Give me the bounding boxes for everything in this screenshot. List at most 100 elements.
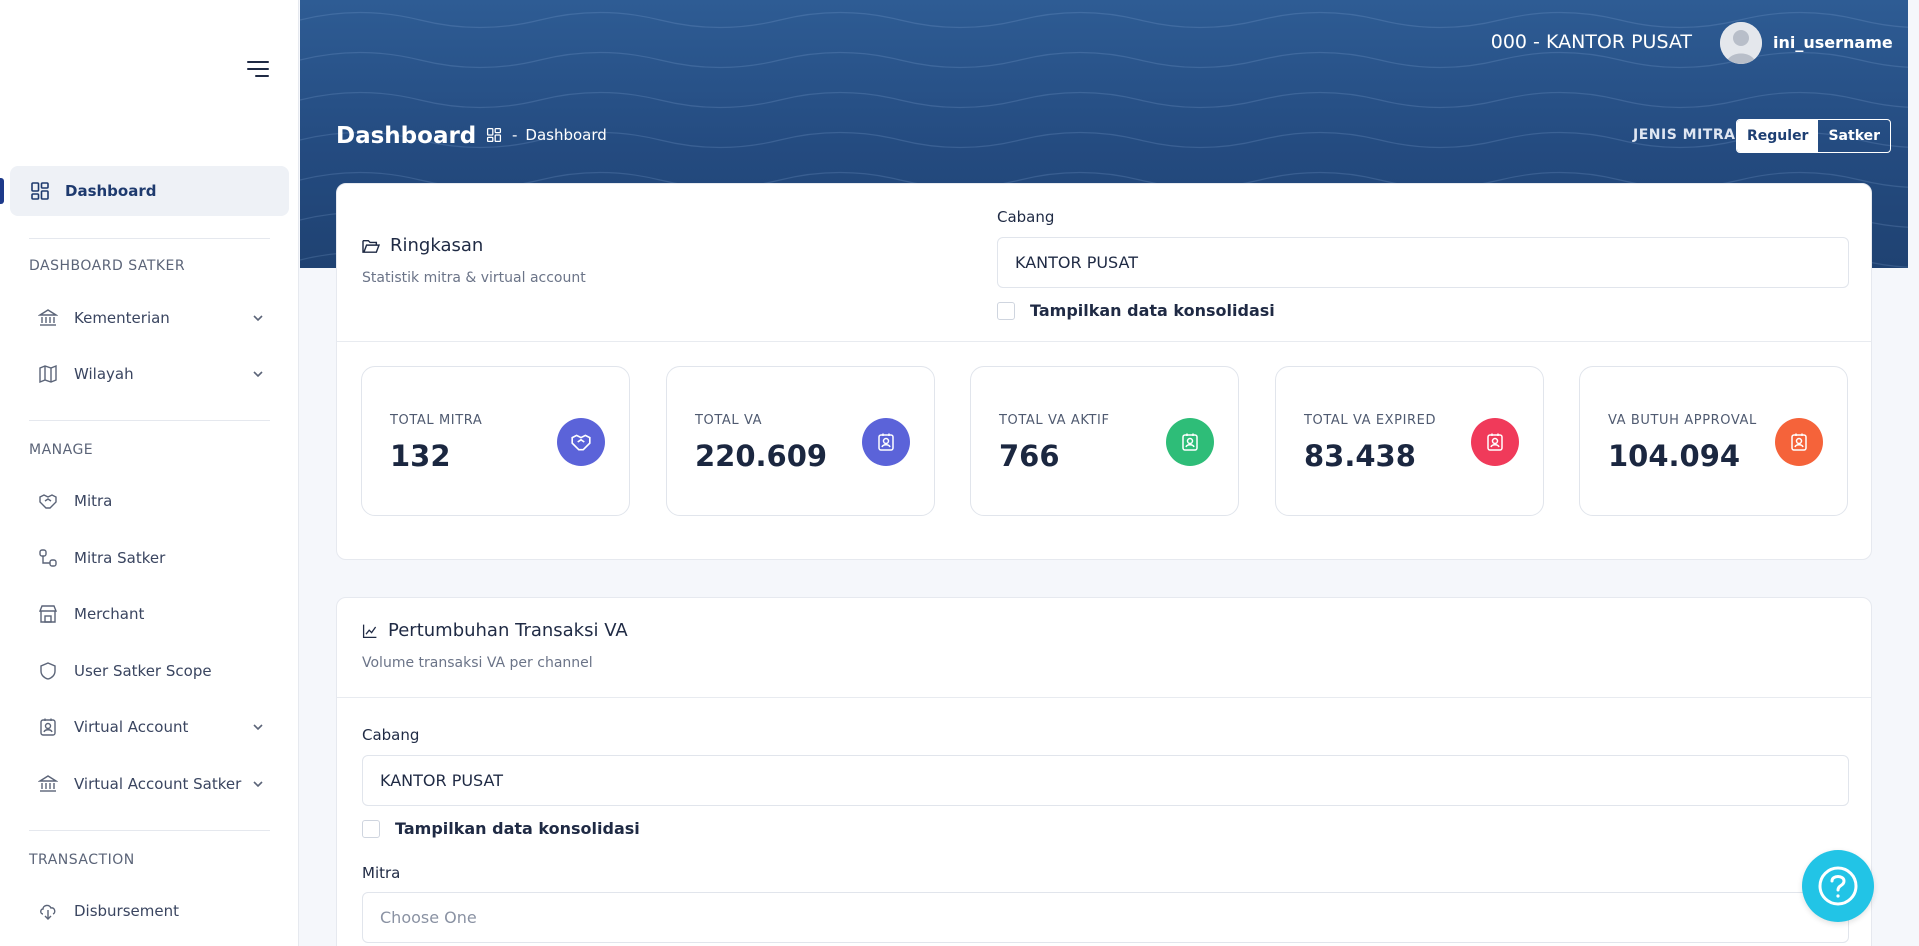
stat-value: 766 bbox=[999, 439, 1060, 473]
dashboard-grid-icon bbox=[31, 182, 49, 200]
pertumbuhan-cabang-select[interactable]: KANTOR PUSAT bbox=[362, 755, 1849, 806]
sidebar-item-mitra-satker[interactable]: Mitra Satker bbox=[38, 543, 278, 573]
link-nodes-icon bbox=[39, 549, 57, 567]
sidebar-item-label: Virtual Account Satker bbox=[74, 775, 242, 793]
chevron-down-icon bbox=[253, 724, 263, 731]
handshake-icon bbox=[39, 494, 57, 509]
sidebar-item-virtual-account-satker[interactable]: Virtual Account Satker bbox=[38, 769, 278, 799]
org-name: 000 - KANTOR PUSAT bbox=[1490, 31, 1692, 53]
id-card-icon bbox=[1487, 433, 1503, 451]
stat-badge bbox=[557, 418, 605, 466]
stat-badge bbox=[1775, 418, 1823, 466]
sidebar-item-label: Mitra Satker bbox=[74, 549, 166, 567]
cabang-select-value: KANTOR PUSAT bbox=[1015, 253, 1138, 272]
menu-toggle-icon[interactable] bbox=[247, 58, 273, 80]
stat-card-total-va: TOTAL VA 220.609 bbox=[666, 366, 935, 516]
section-title-transaction: TRANSACTION bbox=[29, 852, 135, 868]
divider bbox=[337, 697, 1871, 698]
bank-icon bbox=[38, 775, 58, 792]
stat-label: TOTAL VA AKTIF bbox=[999, 413, 1110, 428]
sidebar-item-label: User Satker Scope bbox=[74, 662, 212, 680]
cabang-select[interactable]: KANTOR PUSAT bbox=[997, 237, 1849, 288]
question-circle-icon bbox=[1818, 866, 1858, 906]
mitra-select-placeholder: Choose One bbox=[380, 908, 477, 927]
pertumbuhan-title-text: Pertumbuhan Transaksi VA bbox=[388, 620, 628, 641]
ringkasan-subtitle: Statistik mitra & virtual account bbox=[362, 270, 586, 286]
stat-card-total-va-expired: TOTAL VA EXPIRED 83.438 bbox=[1275, 366, 1544, 516]
sidebar-item-label: Kementerian bbox=[74, 309, 170, 327]
id-card-icon bbox=[1791, 433, 1807, 451]
breadcrumb-item[interactable]: Dashboard bbox=[525, 126, 607, 144]
ringkasan-title-text: Ringkasan bbox=[390, 235, 484, 256]
breadcrumb: - Dashboard bbox=[486, 126, 607, 144]
sidebar-item-label: Disbursement bbox=[74, 902, 179, 920]
pertumbuhan-title: Pertumbuhan Transaksi VA bbox=[362, 620, 628, 641]
help-button[interactable] bbox=[1802, 850, 1874, 922]
stat-label: TOTAL VA bbox=[695, 413, 763, 428]
jenis-mitra-satker-button[interactable]: Satker bbox=[1828, 128, 1881, 144]
stat-value: 104.094 bbox=[1608, 439, 1741, 473]
mitra-label: Mitra bbox=[362, 864, 401, 882]
shield-icon bbox=[40, 662, 56, 680]
cabang-label: Cabang bbox=[362, 726, 420, 744]
sidebar-item-label: Virtual Account bbox=[74, 718, 189, 736]
divider bbox=[29, 238, 270, 239]
stat-badge bbox=[862, 418, 910, 466]
stat-label: TOTAL MITRA bbox=[390, 413, 483, 428]
sidebar: Dashboard DASHBOARD SATKER Kementerian W… bbox=[0, 0, 299, 946]
stat-value: 132 bbox=[390, 439, 451, 473]
jenis-mitra-reguler-button[interactable]: Reguler bbox=[1737, 120, 1819, 152]
ringkasan-title: Ringkasan bbox=[362, 235, 483, 256]
chevron-down-icon bbox=[253, 315, 263, 322]
stat-value: 220.609 bbox=[695, 439, 828, 473]
stat-badge bbox=[1471, 418, 1519, 466]
sidebar-item-label: Merchant bbox=[74, 605, 145, 623]
id-card-icon bbox=[40, 718, 56, 736]
cabang-select-value: KANTOR PUSAT bbox=[380, 771, 503, 790]
divider bbox=[29, 420, 270, 421]
sidebar-item-virtual-account[interactable]: Virtual Account bbox=[38, 712, 278, 742]
dashboard-grid-icon bbox=[486, 127, 502, 143]
breadcrumb-separator: - bbox=[512, 126, 518, 144]
mitra-select[interactable]: Choose One bbox=[362, 892, 1849, 943]
divider bbox=[337, 341, 1871, 342]
sidebar-item-label: Mitra bbox=[74, 492, 113, 510]
id-card-icon bbox=[1182, 433, 1198, 451]
stat-value: 83.438 bbox=[1304, 439, 1416, 473]
stat-card-total-va-aktif: TOTAL VA AKTIF 766 bbox=[970, 366, 1239, 516]
id-card-icon bbox=[878, 433, 894, 451]
sidebar-item-mitra[interactable]: Mitra bbox=[38, 486, 278, 516]
sidebar-item-user-satker-scope[interactable]: User Satker Scope bbox=[38, 656, 278, 686]
stat-label: VA BUTUH APPROVAL bbox=[1608, 413, 1757, 428]
store-icon bbox=[38, 605, 58, 623]
page-title: Dashboard bbox=[336, 123, 477, 149]
handshake-icon bbox=[571, 434, 591, 451]
avatar[interactable] bbox=[1720, 22, 1762, 64]
folder-open-icon bbox=[362, 239, 380, 253]
pertumbuhan-card: Pertumbuhan Transaksi VA Volume transaks… bbox=[336, 597, 1872, 946]
section-title-dashboard-satker: DASHBOARD SATKER bbox=[29, 258, 186, 274]
sidebar-item-label: Wilayah bbox=[74, 365, 134, 383]
sidebar-item-wilayah[interactable]: Wilayah bbox=[38, 359, 278, 389]
username[interactable]: ini_username bbox=[1773, 33, 1893, 52]
sidebar-item-merchant[interactable]: Merchant bbox=[38, 599, 278, 629]
sidebar-item-kementerian[interactable]: Kementerian bbox=[38, 303, 278, 333]
sidebar-item-dashboard[interactable]: Dashboard bbox=[10, 166, 289, 216]
chart-line-icon bbox=[362, 624, 377, 638]
user-avatar-icon bbox=[1720, 22, 1762, 64]
pertumbuhan-subtitle: Volume transaksi VA per channel bbox=[362, 655, 593, 671]
konsolidasi-checkbox[interactable]: Tampilkan data konsolidasi bbox=[997, 301, 1275, 320]
stat-label: TOTAL VA EXPIRED bbox=[1304, 413, 1437, 428]
cabang-label: Cabang bbox=[997, 208, 1055, 226]
active-indicator bbox=[0, 178, 4, 204]
bank-icon bbox=[38, 309, 58, 326]
checkbox-box[interactable] bbox=[997, 301, 1015, 320]
jenis-mitra-label: JENIS MITRA bbox=[1633, 127, 1736, 143]
jenis-mitra-toggle: Reguler Satker bbox=[1736, 119, 1892, 153]
pertumbuhan-konsolidasi-checkbox[interactable]: Tampilkan data konsolidasi bbox=[362, 819, 640, 838]
cloud-download-icon bbox=[40, 904, 56, 920]
sidebar-item-disbursement[interactable]: Disbursement bbox=[38, 896, 278, 926]
checkbox-box[interactable] bbox=[362, 819, 380, 838]
sidebar-item-label: Dashboard bbox=[65, 182, 157, 200]
section-title-manage: MANAGE bbox=[29, 442, 94, 458]
